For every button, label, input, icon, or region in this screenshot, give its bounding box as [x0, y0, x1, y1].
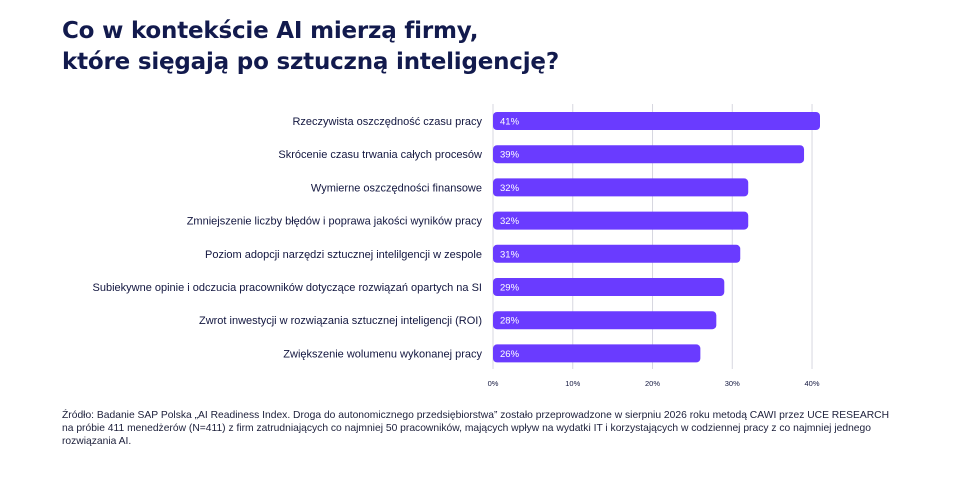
category-label: Subiekywne opinie i odczucia pracowników… — [93, 282, 483, 294]
bar — [493, 211, 749, 230]
bar — [493, 344, 701, 363]
category-label: Wymierne oszczędności finansowe — [311, 182, 482, 194]
bar — [493, 244, 741, 263]
bar-value-label: 28% — [500, 316, 520, 327]
x-tick-label: 30% — [725, 379, 740, 388]
x-tick-label: 20% — [645, 379, 660, 388]
category-label: Zwiększenie wolumenu wykonanej pracy — [283, 348, 482, 360]
bar-value-label: 29% — [500, 283, 520, 294]
bar-value-label: 31% — [500, 249, 520, 260]
category-label: Rzeczywista oszczędność czasu pracy — [292, 116, 482, 128]
title-line-2: które sięgają po sztuczną inteligencję? — [62, 49, 559, 75]
x-tick-label: 0% — [488, 379, 499, 388]
bar — [493, 178, 749, 197]
bar-value-label: 32% — [500, 183, 520, 194]
category-label: Zmniejszenie liczby błędów i poprawa jak… — [187, 216, 483, 228]
category-label: Skrócenie czasu trwania całych procesów — [278, 149, 482, 161]
bar — [493, 278, 725, 296]
bar — [493, 311, 717, 330]
title-line-1: Co w kontekście AI mierzą firmy, — [62, 18, 479, 44]
bar — [493, 145, 805, 164]
bar-value-label: 41% — [500, 117, 520, 128]
bar — [493, 112, 820, 130]
category-label: Poziom adopcji narzędzi sztucznej inteli… — [205, 249, 482, 261]
x-tick-label: 10% — [565, 379, 580, 388]
bar-value-label: 32% — [500, 216, 520, 227]
category-label: Zwrot inwestycji w rozwiązania sztucznej… — [199, 315, 482, 327]
bar-value-label: 39% — [500, 150, 520, 161]
source-note: Źródło: Badanie SAP Polska „AI Readiness… — [62, 410, 890, 447]
page-title: Co w kontekście AI mierzą firmy, które s… — [62, 16, 922, 78]
bar-value-label: 26% — [500, 349, 520, 360]
x-tick-label: 40% — [805, 379, 820, 388]
